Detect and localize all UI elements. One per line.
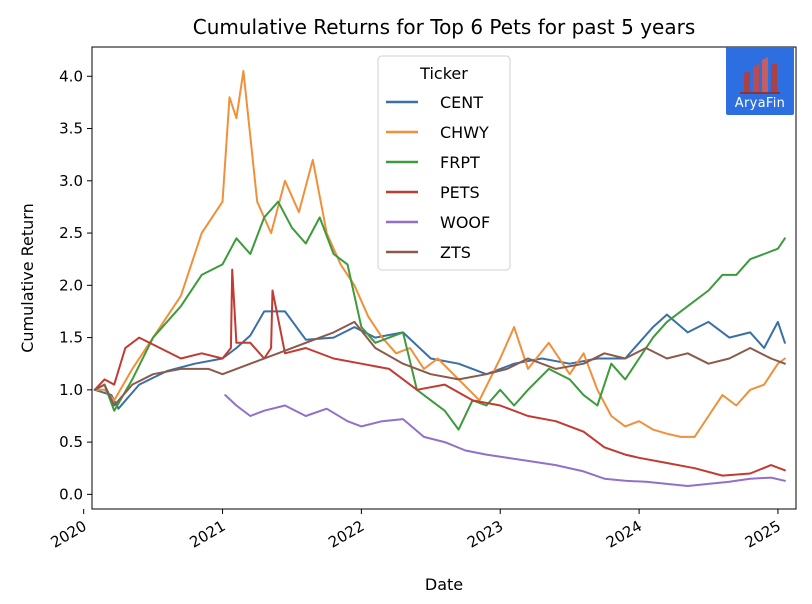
y-axis: 0.0 0.5 1.0 1.5 2.0 2.5 3.0 3.5 4.0 [59, 67, 92, 503]
legend-label-cent: CENT [440, 93, 483, 112]
legend-label-woof: WOOF [440, 213, 490, 232]
legend-label-zts: ZTS [440, 243, 471, 262]
x-tick-label: 2022 [325, 517, 367, 552]
x-axis-label: Date [425, 575, 463, 594]
y-tick-label: 2.0 [59, 276, 83, 294]
x-tick-label: 2024 [603, 517, 645, 552]
legend-label-frpt: FRPT [440, 153, 480, 172]
y-axis-label: Cumulative Return [18, 203, 37, 353]
series-line-frpt [93, 200, 786, 431]
y-tick-label: 1.0 [59, 381, 83, 399]
y-tick-label: 0.0 [59, 485, 83, 503]
chart-title: Cumulative Returns for Top 6 Pets for pa… [193, 15, 696, 39]
x-tick-label: 2023 [464, 517, 506, 552]
x-axis: 2020 2021 2022 2023 2024 2025 [48, 509, 784, 552]
legend-label-chwy: CHWY [440, 123, 489, 142]
y-tick-label: 3.0 [59, 172, 83, 190]
series-line-zts [93, 320, 786, 407]
x-tick-label: 2020 [48, 517, 90, 552]
y-tick-label: 1.5 [59, 329, 83, 347]
logo-text: AryaFin [734, 96, 786, 111]
series-line-woof [224, 394, 786, 487]
legend: Ticker CENT CHWY FRPT PETS WOOF ZTS [377, 55, 511, 271]
y-tick-label: 2.5 [59, 224, 83, 242]
plot-frame [91, 46, 797, 510]
y-tick-label: 4.0 [59, 67, 83, 85]
series-line-pets [93, 268, 786, 477]
legend-label-pets: PETS [440, 183, 480, 202]
aryafin-logo: AryaFin [726, 47, 794, 115]
bar-chart-logo-icon [740, 57, 780, 94]
y-tick-label: 0.5 [59, 433, 83, 451]
legend-box [377, 55, 511, 271]
legend-title: Ticker [419, 64, 468, 83]
series-line-chwy [93, 70, 786, 438]
y-tick-label: 3.5 [59, 120, 83, 138]
plot-series [93, 70, 786, 487]
x-tick-label: 2021 [186, 517, 228, 552]
series-line-cent [93, 310, 786, 410]
x-tick-label: 2025 [742, 517, 784, 552]
